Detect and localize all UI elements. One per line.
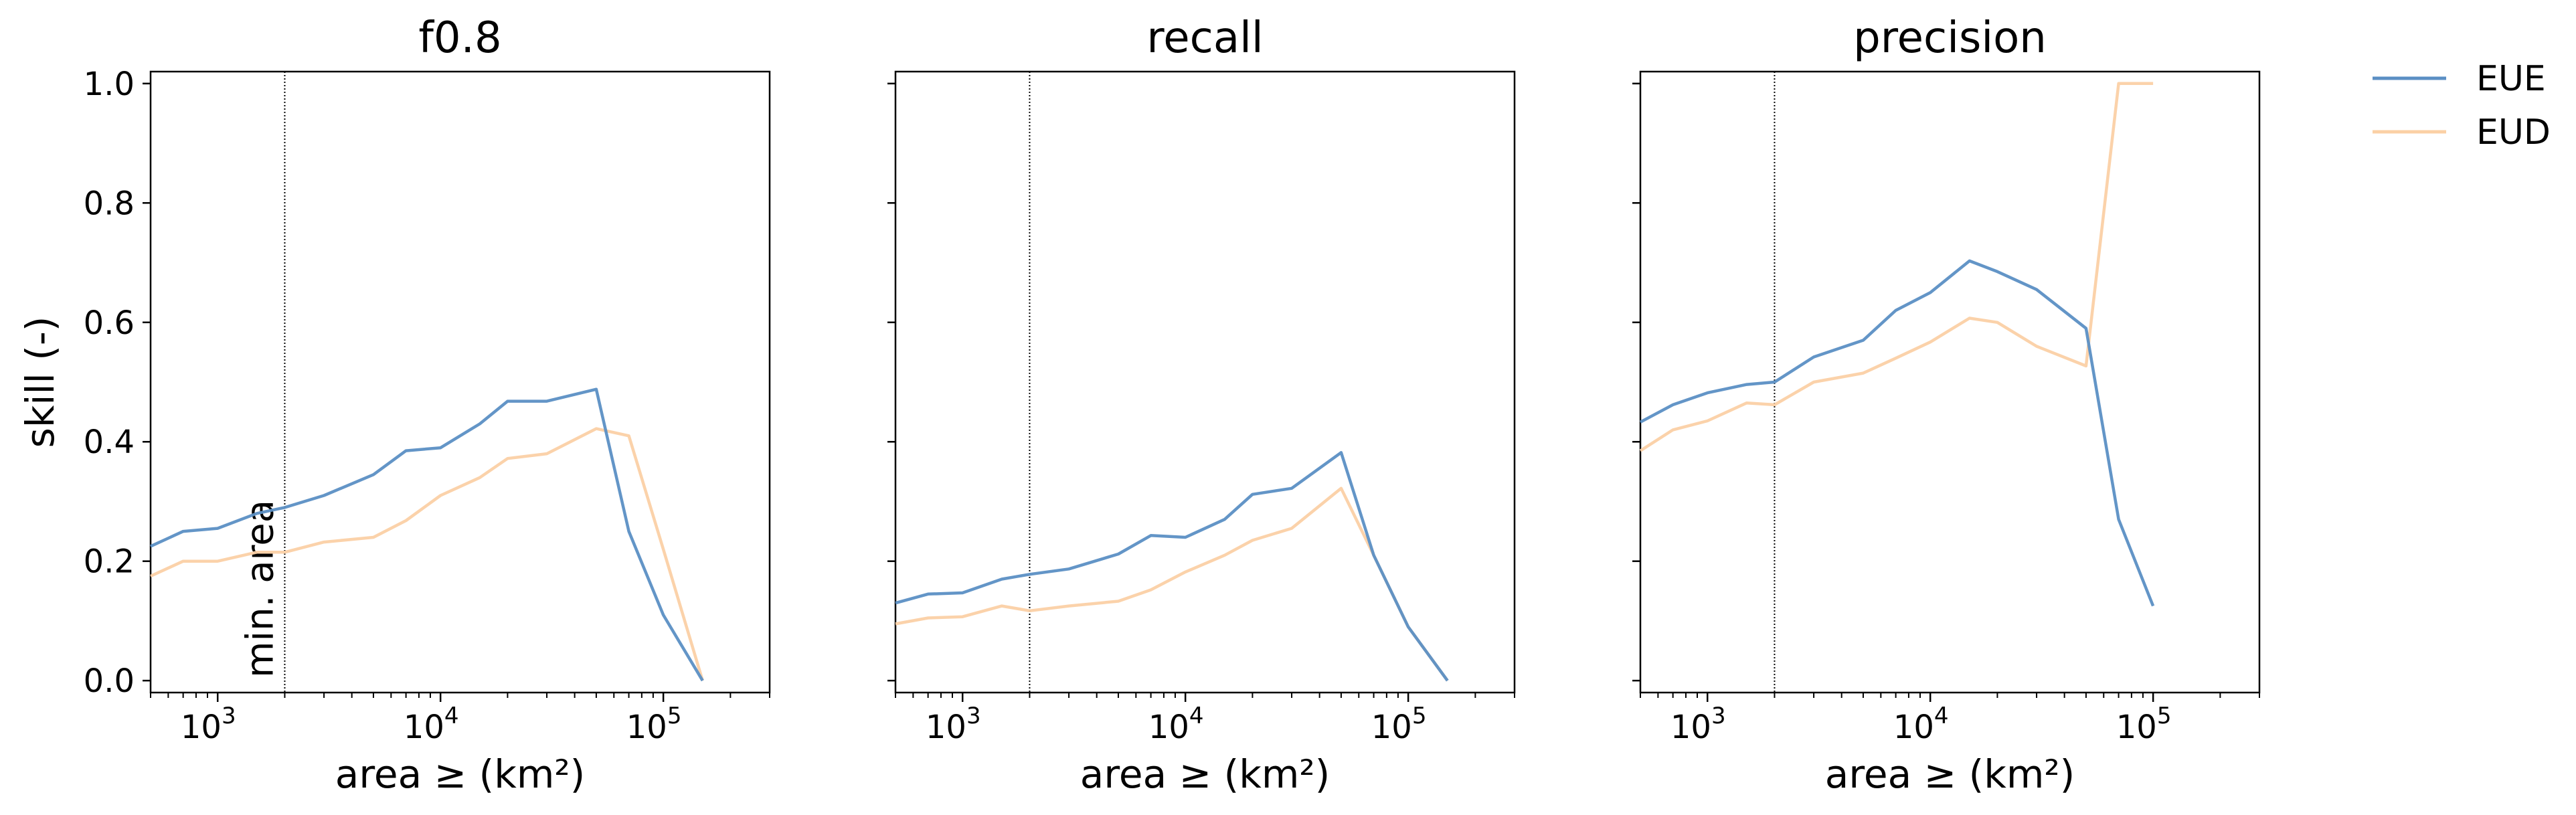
x-tick-exponent: 4	[1934, 703, 1949, 729]
x-tick-base: 10	[1893, 709, 1934, 746]
y-tick-label: 0.4	[84, 424, 135, 461]
x-tick-base: 10	[926, 709, 966, 746]
x-tick-label: 105	[2116, 703, 2172, 746]
panel-title: f0.8	[418, 13, 501, 63]
x-tick-base: 10	[404, 709, 444, 746]
x-tick-label: 104	[1148, 703, 1204, 746]
x-axis-label: area ≥ (km²)	[1080, 751, 1330, 797]
x-tick-base: 10	[1148, 709, 1189, 746]
min-area-label: min. area	[238, 500, 282, 678]
x-tick-label: 105	[1371, 703, 1427, 746]
series-line-eue	[895, 451, 1449, 682]
x-tick-exponent: 3	[1711, 703, 1726, 729]
x-tick-exponent: 4	[444, 703, 459, 729]
x-tick-base: 10	[2116, 709, 2157, 746]
legend-label: EUD	[2476, 112, 2551, 153]
panel-title: precision	[1853, 13, 2047, 63]
y-tick-label: 0.2	[84, 543, 135, 581]
x-tick-base: 10	[626, 709, 667, 746]
x-tick-label: 103	[1670, 703, 1726, 746]
y-tick-label: 0.0	[84, 662, 135, 700]
x-tick-exponent: 5	[667, 703, 682, 729]
series-line-eue	[1639, 259, 2155, 607]
x-tick-exponent: 5	[1412, 703, 1427, 729]
x-tick-label: 103	[181, 703, 236, 746]
x-tick-exponent: 5	[2157, 703, 2172, 729]
x-tick-exponent: 3	[222, 703, 236, 729]
legend: EUE EUD	[2373, 59, 2551, 153]
x-tick-exponent: 4	[1189, 703, 1204, 729]
series-line-eud	[895, 486, 1449, 682]
y-tick-label: 1.0	[84, 66, 135, 103]
y-tick-label: 0.6	[84, 304, 135, 342]
series-line-eud	[150, 427, 704, 681]
panel-title: recall	[1146, 13, 1263, 63]
x-tick-label: 105	[626, 703, 682, 746]
x-tick-base: 10	[181, 709, 222, 746]
x-tick-exponent: 3	[966, 703, 981, 729]
x-axis-label: area ≥ (km²)	[1825, 751, 2075, 797]
plot-frame	[1639, 70, 2261, 694]
x-tick-base: 10	[1371, 709, 1412, 746]
x-axis-label: area ≥ (km²)	[335, 751, 585, 797]
x-tick-base: 10	[1670, 709, 1711, 746]
series-line-eue	[150, 387, 704, 682]
series-line-eud	[1639, 82, 2154, 452]
x-tick-label: 103	[926, 703, 981, 746]
y-axis-label: skill (-)	[17, 316, 63, 448]
legend-label: EUE	[2476, 59, 2546, 99]
y-tick-label: 0.8	[84, 185, 135, 222]
plot-frame	[894, 70, 1516, 694]
x-tick-label: 104	[1893, 703, 1949, 746]
x-tick-label: 104	[404, 703, 459, 746]
plot-frame	[149, 70, 771, 694]
